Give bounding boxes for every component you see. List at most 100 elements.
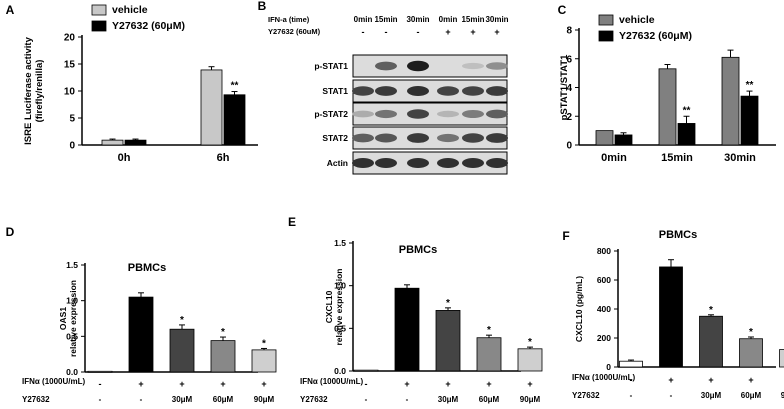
legend-swatch xyxy=(91,4,107,16)
blot-band xyxy=(462,133,484,143)
blot-band xyxy=(462,86,484,96)
treatment-ifn-value: + xyxy=(748,375,753,385)
treatment-drug-label: Y27632 xyxy=(572,391,600,400)
bar-2 xyxy=(394,287,420,372)
significance-mark: ** xyxy=(683,105,691,116)
treatment-ifn-value: - xyxy=(365,379,368,389)
blot-band xyxy=(437,158,459,168)
bar-y27632-30min xyxy=(740,95,759,146)
blot-drug-label: + xyxy=(494,27,499,37)
y-tick-label: 0.0 xyxy=(66,367,78,377)
y-tick-label: 0.0 xyxy=(334,366,346,376)
significance-mark: ** xyxy=(746,80,754,91)
x-tick-label: 15min xyxy=(661,152,693,164)
bar-vehicle-15min xyxy=(658,68,677,146)
bar-4 xyxy=(739,338,763,368)
treatment-drug-value: 90μM xyxy=(254,395,275,404)
bar-4 xyxy=(210,340,236,373)
treatment-ifn-label: IFNα (1000U/mL) xyxy=(22,377,85,386)
treatment-ifn-value: + xyxy=(708,375,713,385)
blot-band xyxy=(352,110,374,118)
y-tick-label: 0 xyxy=(69,141,75,152)
panel-letter-D: D xyxy=(6,225,15,239)
blot-band xyxy=(486,86,508,96)
treatment-ifn-value: + xyxy=(486,379,491,389)
y-axis-label: CXCL10 xyxy=(324,290,334,323)
treatment-drug-value: 30μM xyxy=(438,395,459,404)
bar-vehicle-0h xyxy=(101,139,124,146)
bar-y27632-15min xyxy=(677,123,696,146)
y-tick-label: 5 xyxy=(69,114,75,125)
legend-swatch xyxy=(598,30,614,42)
y-tick-label: 1.0 xyxy=(334,281,346,291)
treatment-ifn-value: + xyxy=(445,379,450,389)
bar-3 xyxy=(435,310,461,372)
treatment-drug-value: - xyxy=(670,391,673,400)
bar-1 xyxy=(353,369,379,372)
treatment-ifn-value: + xyxy=(220,379,225,389)
y-tick-label: 1.5 xyxy=(334,238,346,248)
blot-band xyxy=(462,158,484,168)
y-tick-label: 0.5 xyxy=(334,323,346,333)
panel-letter-B: B xyxy=(258,0,267,13)
blot-band xyxy=(375,86,397,96)
bar-5 xyxy=(517,348,543,372)
blot-band xyxy=(462,110,484,118)
bar-3 xyxy=(699,315,723,368)
bar-vehicle-30min xyxy=(721,56,740,146)
treatment-ifn-value: - xyxy=(630,375,633,385)
y-tick-label: 2 xyxy=(566,112,572,123)
legend-label: vehicle xyxy=(112,4,148,16)
blot-band xyxy=(462,62,484,70)
bar-y27632-6h xyxy=(223,94,246,146)
blot-band xyxy=(486,109,508,119)
y-tick-label: 15 xyxy=(64,60,76,71)
blot-band xyxy=(375,158,397,168)
y-tick-label: 4 xyxy=(566,83,572,94)
significance-mark: * xyxy=(446,298,450,309)
panel-letter-A: A xyxy=(6,3,15,17)
blot-time-label: 15min xyxy=(374,15,397,24)
x-tick-label: 30min xyxy=(724,152,756,164)
blot-band xyxy=(375,133,397,143)
blot-band xyxy=(437,110,459,118)
y-axis-label: (firefly/renilla) xyxy=(34,60,45,123)
treatment-drug-value: 60μM xyxy=(479,395,500,404)
blot-drug-label: - xyxy=(417,27,420,37)
treatment-drug-value: 90μM xyxy=(520,395,541,404)
treatment-drug-label: Y27632 xyxy=(22,395,50,404)
significance-mark: * xyxy=(528,337,532,348)
treatment-drug-value: 60μM xyxy=(741,391,762,400)
treatment-ifn-value: + xyxy=(404,379,409,389)
bar-2 xyxy=(659,266,683,368)
treatment-drug-value: 30μM xyxy=(172,395,193,404)
blot-drug-label: + xyxy=(470,27,475,37)
blot-band xyxy=(407,133,429,143)
legend-swatch xyxy=(91,20,107,32)
y-axis-label: CXCL10 (pg/mL) xyxy=(574,276,584,342)
treatment-ifn-label: IFNα (1000U/mL) xyxy=(572,373,635,382)
bar-4 xyxy=(476,337,502,372)
treatment-drug-value: 30μM xyxy=(701,391,722,400)
blot-band-label: STAT2 xyxy=(322,133,348,143)
bar-5 xyxy=(251,349,277,373)
bar-vehicle-6h xyxy=(200,69,223,146)
y-axis-label: relative expression xyxy=(334,268,344,345)
x-tick-label: 6h xyxy=(217,152,230,164)
y-axis-label: ISRE Luciferase activity xyxy=(23,36,34,144)
legend-label: Y27632 (60μM) xyxy=(619,30,692,42)
blot-row-label-time: IFN-a (time) xyxy=(268,15,310,24)
bar-3 xyxy=(169,328,195,373)
y-axis-label: relative expression xyxy=(68,280,78,357)
y-tick-label: 1.0 xyxy=(66,296,78,306)
treatment-ifn-value: + xyxy=(179,379,184,389)
treatment-ifn-value: + xyxy=(138,379,143,389)
blot-band xyxy=(407,158,429,168)
blot-band xyxy=(407,60,429,72)
blot-band xyxy=(486,62,508,70)
blot-band xyxy=(407,86,429,96)
blot-band-label: Actin xyxy=(327,158,348,168)
x-tick-label: 0min xyxy=(601,152,627,164)
chart-title: PBMCs xyxy=(399,244,438,256)
